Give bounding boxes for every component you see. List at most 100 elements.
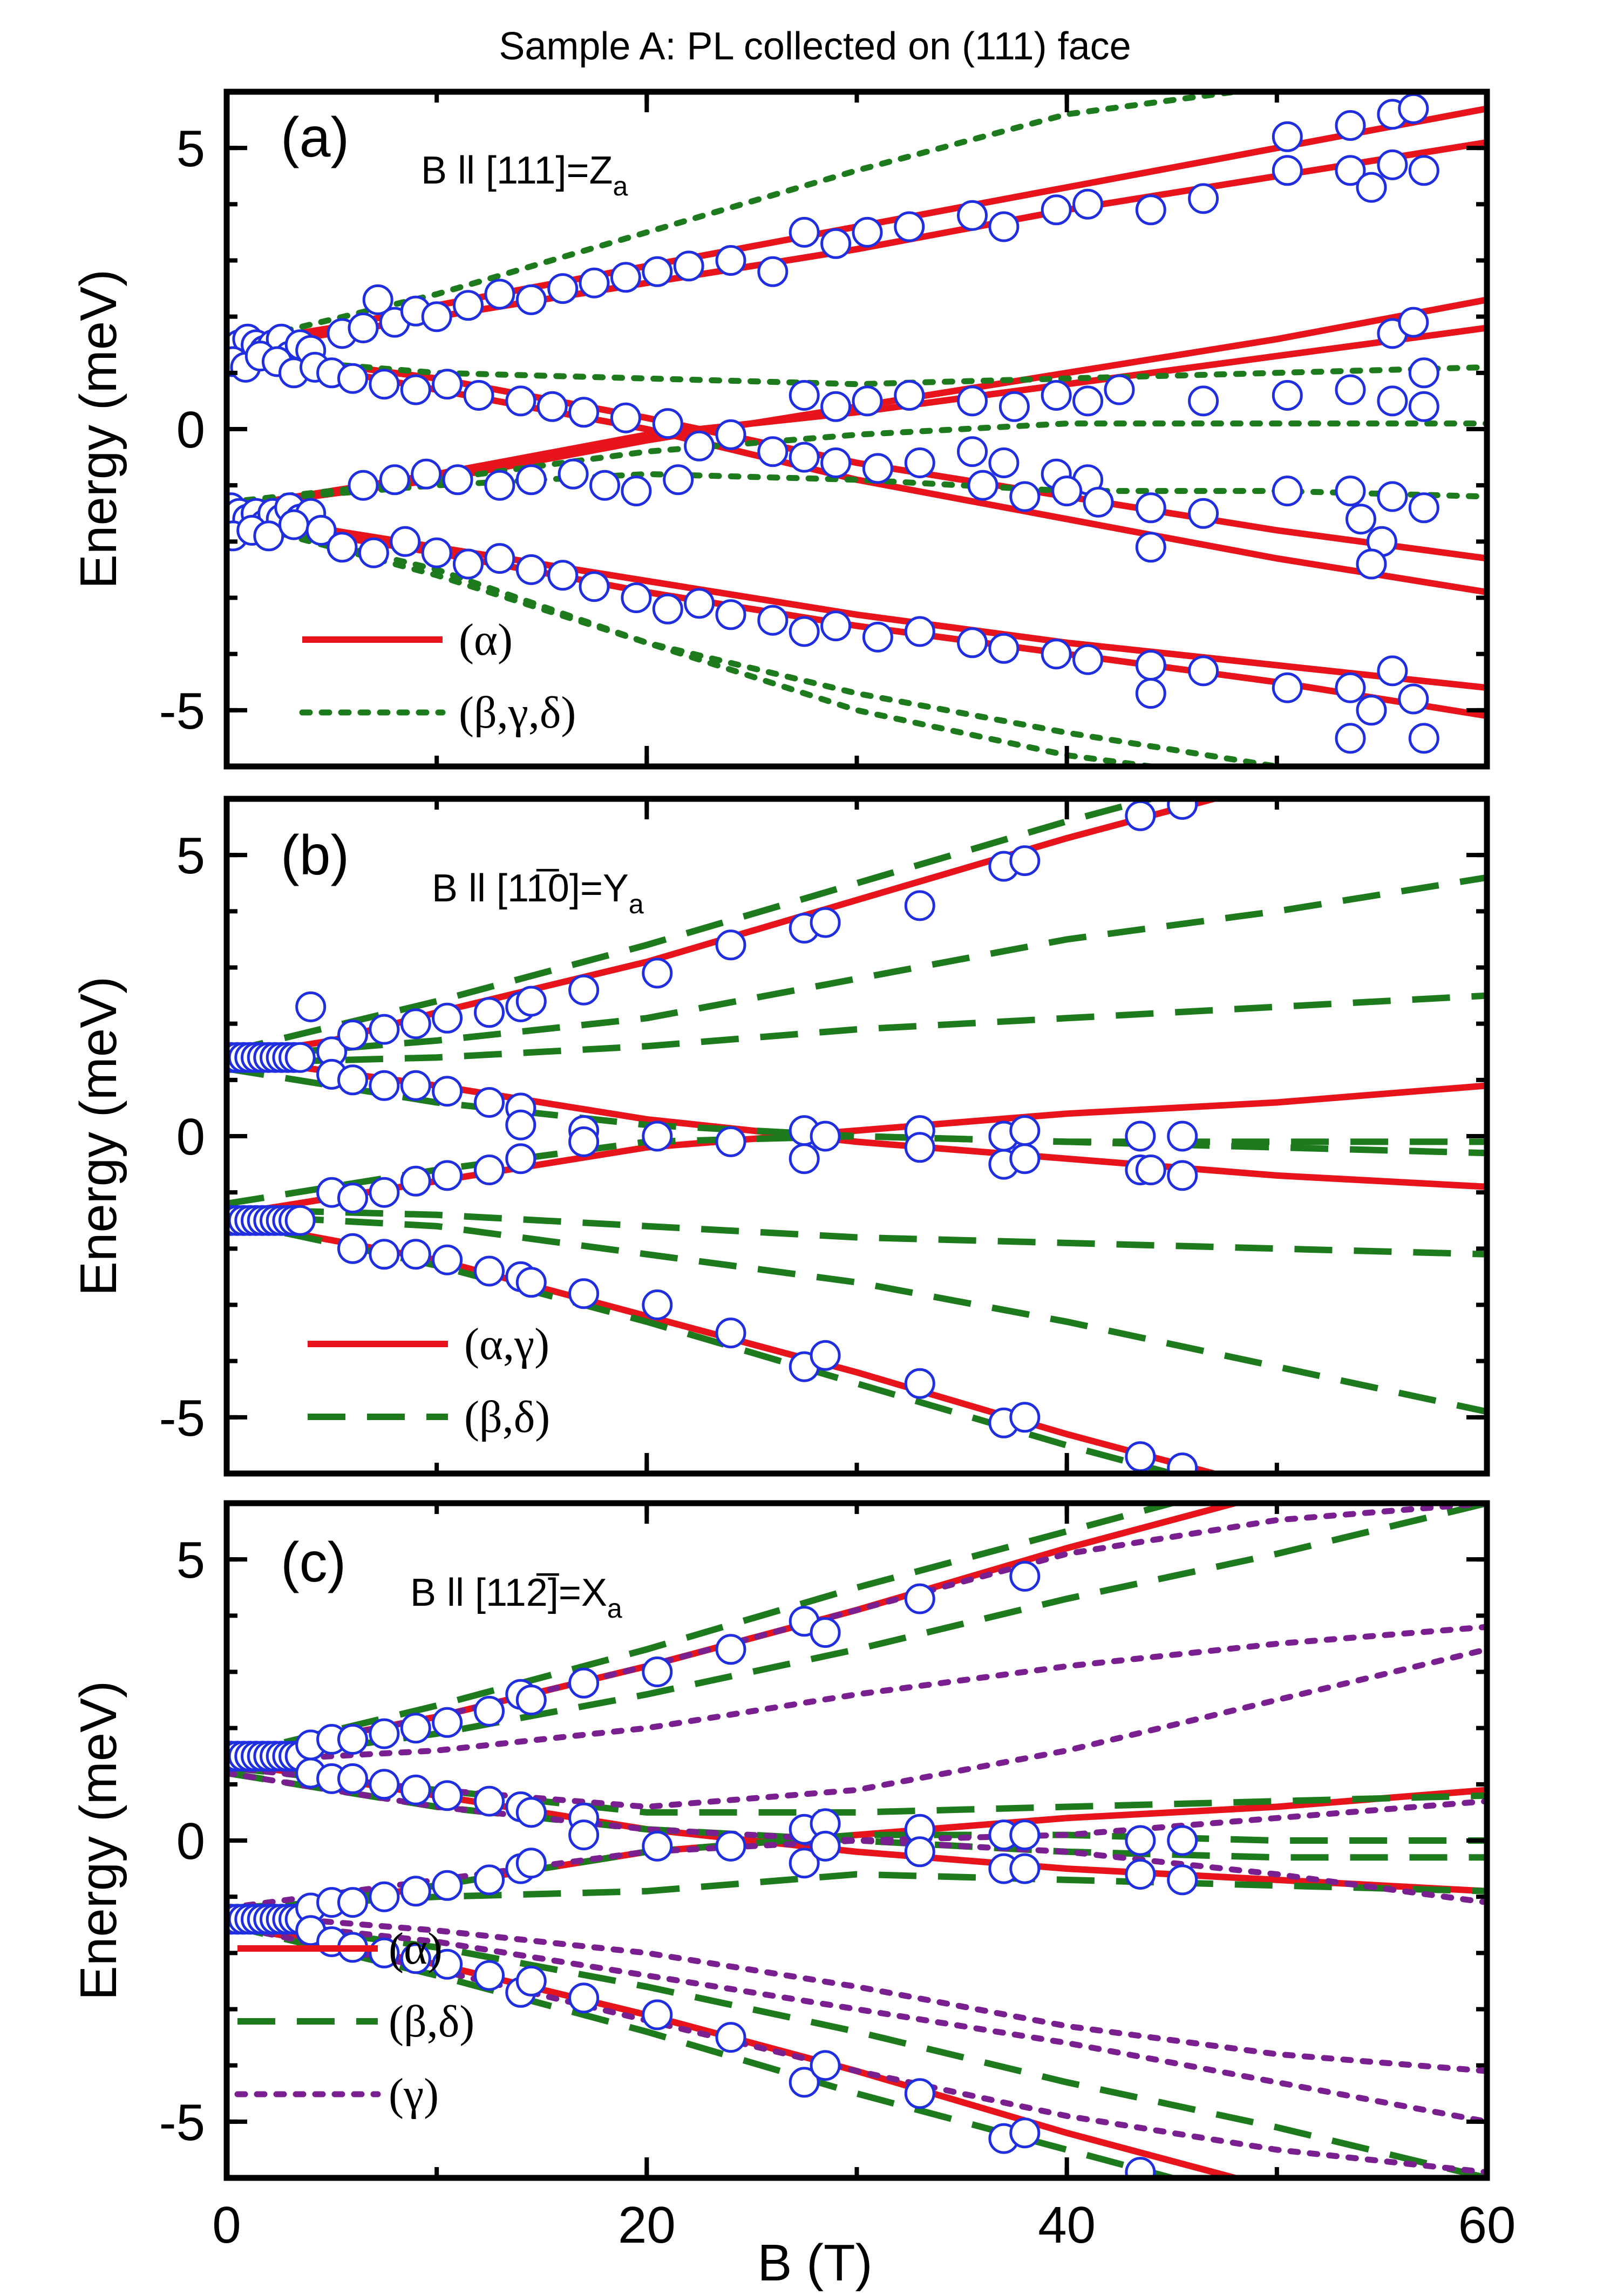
data-point (400, 1008, 431, 1040)
data-point (1104, 374, 1135, 405)
data-point (337, 1724, 368, 1755)
data-point (684, 588, 715, 619)
data-point (432, 1002, 463, 1034)
data-point (1356, 548, 1387, 580)
data-point (253, 520, 284, 552)
data-point (1335, 723, 1366, 754)
data-point (1135, 678, 1166, 709)
y-tick-label: 5 (176, 827, 205, 885)
series-line-1-0 (227, 1503, 1173, 1760)
data-point (957, 436, 988, 467)
data-point (400, 1239, 431, 1270)
data-point (1009, 2117, 1041, 2149)
data-point (400, 1070, 431, 1101)
series-line-1-4 (227, 516, 1154, 766)
data-point (1072, 385, 1104, 417)
panel-label: (c) (281, 1531, 346, 1594)
data-point (295, 991, 327, 1022)
data-point (621, 582, 652, 613)
data-point (894, 211, 925, 242)
x-tick-label: 0 (212, 2196, 241, 2254)
y-tick-label: 0 (176, 401, 205, 459)
plot-area (227, 1503, 1487, 2178)
plot-area (227, 799, 1487, 1474)
data-point (515, 554, 547, 585)
legend-label: (γ) (389, 2069, 439, 2120)
data-point (515, 1685, 547, 1716)
y-tick-label: 5 (176, 120, 205, 178)
data-point (1272, 672, 1303, 703)
data-point (957, 385, 988, 417)
data-point (432, 369, 463, 400)
data-point (463, 380, 494, 411)
data-point (1125, 1859, 1156, 1890)
data-point (1335, 672, 1366, 703)
legend: (α,γ) (β,δ) (308, 1319, 550, 1442)
y-tick-label: 5 (176, 1531, 205, 1589)
data-point (1051, 476, 1083, 507)
data-point (904, 2078, 935, 2109)
data-point (337, 1183, 368, 1214)
field-orientation: B ll [112̅]=Xa (410, 1571, 622, 1624)
y-tick-label: 0 (176, 1812, 205, 1870)
panel-label: (b) (281, 824, 349, 887)
data-point (1335, 155, 1366, 186)
data-point (1041, 639, 1072, 670)
data-point (432, 1780, 463, 1811)
data-point (515, 284, 547, 315)
data-point (715, 419, 746, 450)
data-point (432, 1076, 463, 1107)
data-point (904, 890, 935, 921)
legend-label: (α) (459, 615, 513, 665)
data-point (505, 385, 536, 417)
data-point (515, 464, 547, 495)
data-point (568, 1126, 600, 1157)
data-point (1167, 1121, 1198, 1152)
data-point (663, 464, 694, 495)
data-point (1009, 481, 1041, 512)
data-point (369, 1769, 400, 1800)
data-point (715, 929, 746, 961)
data-point (988, 633, 1020, 664)
orientation-subscript: a (629, 889, 644, 919)
data-point (642, 958, 673, 989)
data-point (1356, 695, 1387, 726)
data-point (568, 1278, 600, 1309)
data-point (432, 1707, 463, 1738)
data-point (642, 1999, 673, 2031)
data-point (1188, 385, 1219, 417)
data-point (789, 2067, 820, 2098)
data-point (305, 515, 337, 546)
data-point (337, 363, 368, 394)
data-point (642, 1289, 673, 1320)
data-point (474, 997, 505, 1028)
data-point (432, 1160, 463, 1191)
data-point (1377, 481, 1408, 512)
data-point (1272, 476, 1303, 507)
data-point (1377, 149, 1408, 180)
data-point (348, 313, 379, 343)
data-point (1408, 155, 1439, 186)
data-point (369, 1070, 400, 1101)
panel-a: -5 0 5 Energy (meV) (a) B ll [111]=Za (α) (β,γ,… (70, 89, 1490, 770)
data-point (820, 447, 852, 478)
data-point (1272, 121, 1303, 152)
data-point (369, 1718, 400, 1749)
orientation-text: B ll [111]=Z (421, 149, 613, 192)
series-line-1-4 (227, 1871, 1487, 1911)
data-point (1167, 1864, 1198, 1896)
figure-title: Sample A: PL collected on (111) face (499, 25, 1131, 68)
data-point (369, 1881, 400, 1912)
series-line-1-5 (227, 516, 1280, 766)
orientation-subscript: a (613, 171, 628, 201)
data-point (789, 216, 820, 248)
data-point (390, 526, 421, 557)
data-point (474, 1960, 505, 1991)
data-point (1135, 650, 1166, 681)
y-axis-label: Energy (meV) (70, 1681, 127, 2000)
data-point (904, 1132, 935, 1163)
x-tick-label: 40 (1038, 2196, 1096, 2254)
